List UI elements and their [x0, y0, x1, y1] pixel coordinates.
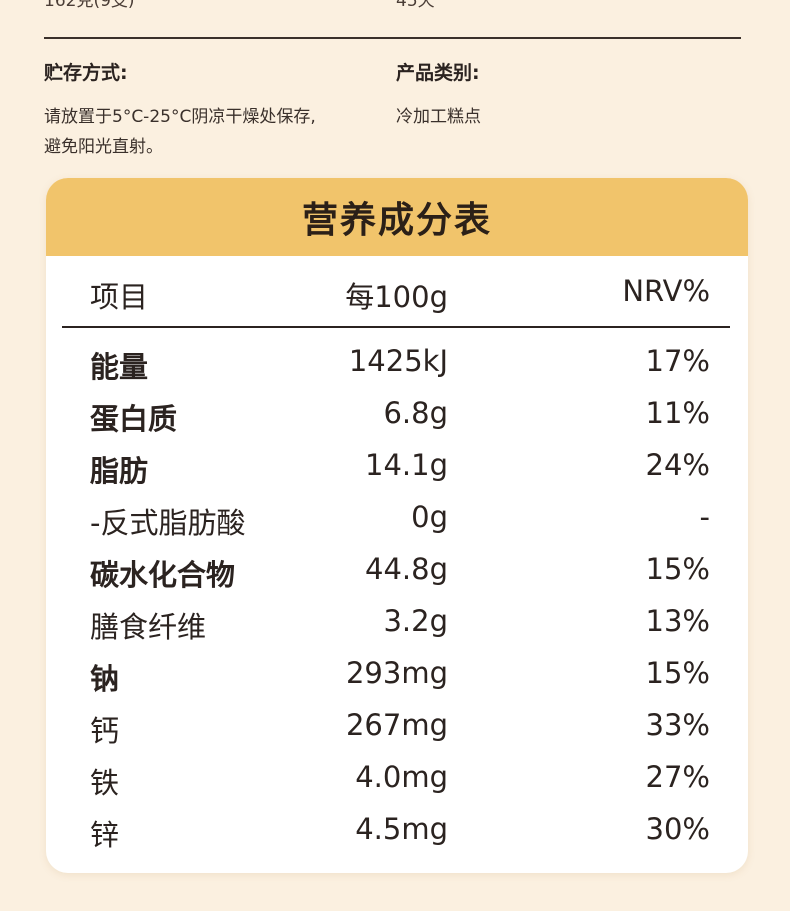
storage-line-2: 避免阳光直射。: [44, 137, 163, 157]
nutrient-amount: 14.1g: [365, 448, 448, 482]
nutrient-name: 铁: [90, 766, 120, 800]
top-info-row: 162克(9支) 45天: [44, 0, 744, 11]
table-row: 膳食纤维 3.2g 13%: [62, 596, 730, 648]
table-row: 钙 267mg 33%: [62, 700, 730, 752]
nutrient-amount: 1425kJ: [348, 344, 448, 378]
nutrient-nrv: 30%: [645, 812, 710, 846]
nutrient-name: 锌: [90, 818, 120, 852]
nutrient-nrv: -: [699, 500, 710, 534]
nutrient-amount: 4.0mg: [355, 760, 448, 794]
header-nrv: NRV%: [622, 274, 710, 308]
nutrient-name: 蛋白质: [90, 402, 178, 436]
nutrient-nrv: 17%: [645, 344, 710, 378]
table-row: 碳水化合物 44.8g 15%: [62, 544, 730, 596]
nutrient-amount: 267mg: [345, 708, 448, 742]
category-block: 产品类别: 冷加工糕点: [396, 60, 726, 132]
nutrient-nrv: 24%: [645, 448, 710, 482]
nutrient-amount: 3.2g: [383, 604, 448, 638]
nutrient-nrv: 15%: [645, 656, 710, 690]
nutrition-title: 营养成分表: [301, 200, 492, 241]
nutrition-card-header: 营养成分表: [46, 178, 748, 256]
nutrient-amount: 293mg: [345, 656, 448, 690]
table-row: 脂肪 14.1g 24%: [62, 440, 730, 492]
section-divider: [44, 37, 741, 39]
net-weight-value: 162克(9支): [44, 0, 135, 11]
storage-label: 贮存方式:: [44, 62, 128, 84]
nutrient-nrv: 13%: [645, 604, 710, 638]
nutrient-name: 能量: [90, 350, 149, 384]
nutrient-name: 碳水化合物: [90, 558, 236, 592]
nutrient-amount: 4.5mg: [355, 812, 448, 846]
nutrient-name: 钠: [90, 662, 120, 696]
table-row: 锌 4.5mg 30%: [62, 804, 730, 856]
table-row: 能量 1425kJ 17%: [62, 336, 730, 388]
nutrient-nrv: 11%: [645, 396, 710, 430]
nutrition-table-header: 项目 每100g NRV%: [62, 256, 730, 328]
nutrient-amount: 0g: [411, 500, 448, 534]
table-row: 钠 293mg 15%: [62, 648, 730, 700]
category-value: 冷加工糕点: [396, 107, 481, 127]
table-row: 蛋白质 6.8g 11%: [62, 388, 730, 440]
nutrition-facts-card: 营养成分表 项目 每100g NRV% 能量 1425kJ 17% 蛋白质 6.8g 11…: [46, 178, 748, 873]
nutrient-amount: 44.8g: [365, 552, 448, 586]
table-row: 铁 4.0mg 27%: [62, 752, 730, 804]
category-label: 产品类别:: [396, 62, 480, 84]
nutrient-name: 膳食纤维: [90, 610, 207, 644]
header-per100g: 每100g: [345, 280, 448, 314]
nutrient-nrv: 27%: [645, 760, 710, 794]
nutrient-name: -反式脂肪酸: [90, 506, 246, 540]
table-row: -反式脂肪酸 0g -: [62, 492, 730, 544]
header-item: 项目: [90, 280, 149, 314]
nutrition-table-body: 能量 1425kJ 17% 蛋白质 6.8g 11% 脂肪 14.1g 24% -反式脂肪酸 0g -…: [62, 336, 730, 856]
nutrient-name: 钙: [90, 714, 120, 748]
nutrient-amount: 6.8g: [383, 396, 448, 430]
nutrient-nrv: 33%: [645, 708, 710, 742]
nutrient-name: 脂肪: [90, 454, 149, 488]
storage-block: 贮存方式: 请放置于5°C-25°C阴凉干燥处保存, 避免阳光直射。: [44, 60, 374, 162]
nutrient-nrv: 15%: [645, 552, 710, 586]
storage-line-1: 请放置于5°C-25°C阴凉干燥处保存,: [44, 107, 316, 127]
shelf-life-value: 45天: [396, 0, 435, 11]
